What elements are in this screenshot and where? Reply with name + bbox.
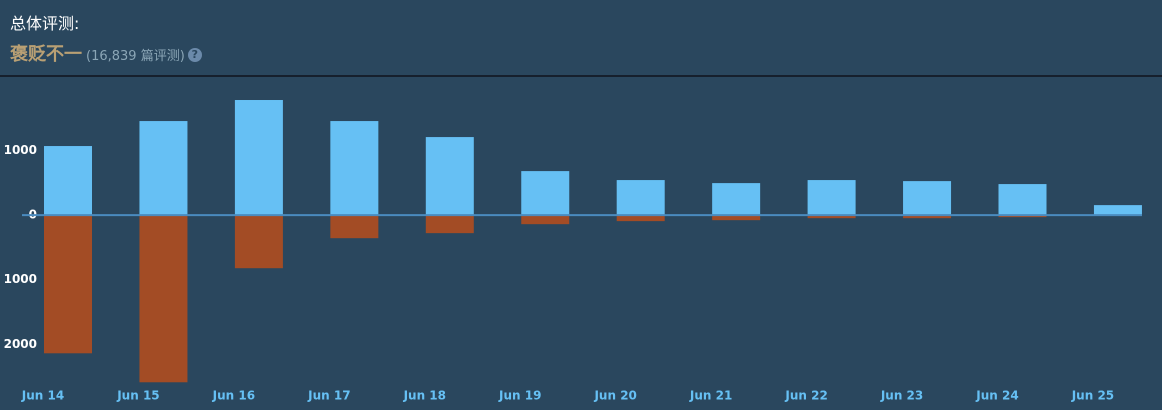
bar	[998, 184, 1047, 216]
bar	[425, 137, 474, 216]
bar	[234, 215, 283, 269]
x-tick-label: Jun 22	[784, 389, 827, 403]
x-tick-label: Jun 18	[403, 389, 446, 403]
review-count: (16,839 篇评测)	[86, 49, 185, 64]
bar	[616, 215, 665, 222]
bar	[234, 100, 283, 216]
bar	[425, 215, 474, 234]
bar	[521, 215, 570, 225]
bar	[807, 215, 856, 219]
review-summary: 褒贬不一	[10, 44, 82, 65]
help-icon[interactable]: ?	[187, 48, 202, 62]
bar	[330, 215, 379, 239]
bar	[139, 215, 188, 383]
bar	[712, 215, 761, 221]
bar	[521, 171, 570, 216]
y-tick-label: 1000	[4, 272, 37, 286]
y-tick-label: 2000	[4, 337, 37, 351]
y-tick-label: 1000	[4, 143, 37, 157]
x-tick-label: Jun 24	[975, 389, 1018, 403]
x-tick-label: Jun 15	[116, 389, 159, 403]
header-label: 总体评测:	[10, 14, 80, 33]
bar	[903, 215, 952, 219]
bar	[616, 180, 665, 216]
x-tick-label: Jun 19	[498, 389, 541, 403]
x-tick-label: Jun 21	[689, 389, 732, 403]
bar	[712, 183, 761, 216]
bar	[1093, 205, 1142, 216]
x-tick-label: Jun 25	[1071, 389, 1114, 403]
bar	[807, 180, 856, 216]
bar	[998, 215, 1047, 218]
bar	[139, 121, 188, 216]
x-tick-label: Jun 23	[880, 389, 923, 403]
bar	[903, 181, 952, 216]
x-tick-label: Jun 17	[307, 389, 350, 403]
bar	[330, 121, 379, 216]
bar	[44, 215, 92, 354]
divider	[0, 75, 1162, 77]
x-tick-label: Jun 16	[212, 389, 255, 403]
header-summary-row: 褒贬不一 (16,839 篇评测)?	[10, 40, 202, 66]
x-tick-label: Jun 14	[21, 389, 64, 403]
bar	[44, 146, 92, 216]
x-tick-label: Jun 20	[593, 389, 636, 403]
